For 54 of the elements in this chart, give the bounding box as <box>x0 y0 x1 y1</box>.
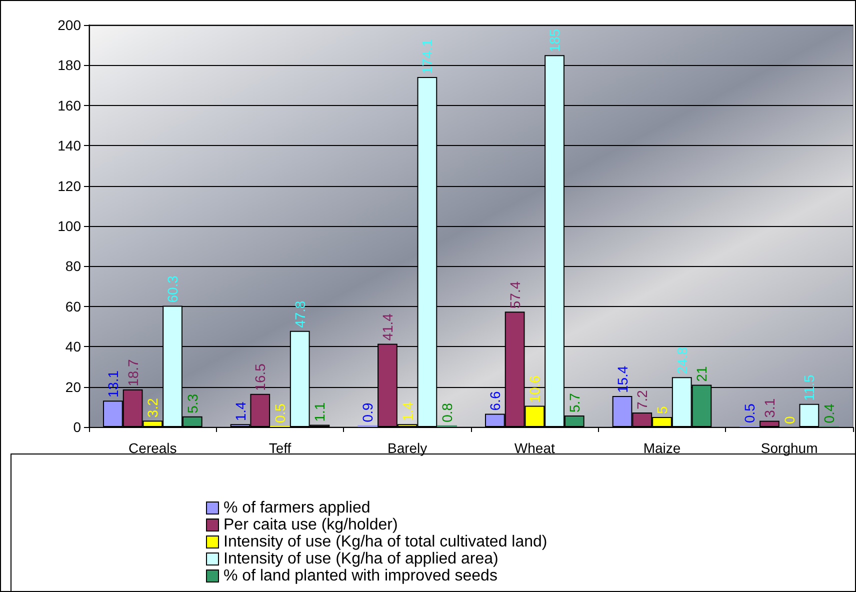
data-label: 5 <box>654 406 670 414</box>
data-label: 3.2 <box>144 398 161 418</box>
bar <box>799 404 820 427</box>
y-tick-label: 200 <box>58 17 82 33</box>
data-label: 1.4 <box>232 402 248 422</box>
x-tick-label: Teff <box>268 440 292 456</box>
data-label: 57.4 <box>506 281 523 309</box>
y-tick-label: 0 <box>73 419 82 435</box>
bar <box>760 420 780 427</box>
data-label: 47.8 <box>292 300 308 328</box>
data-label: 0.4 <box>821 404 838 424</box>
data-label: 7.2 <box>634 390 650 410</box>
data-label: 5.7 <box>566 392 582 413</box>
data-label: 5.3 <box>184 394 200 414</box>
y-tick-label: 40 <box>65 338 82 355</box>
data-label: 13.1 <box>104 370 121 398</box>
y-tick-label: 60 <box>65 298 82 314</box>
y-tick-label: 180 <box>58 57 82 74</box>
data-label: 15.4 <box>614 366 630 394</box>
data-label: 60.3 <box>164 275 181 303</box>
y-tick-label: 120 <box>58 178 82 194</box>
data-label: 41.4 <box>379 313 396 341</box>
legend-label: Intensity of use (Kg/ha of applied area) <box>224 550 498 568</box>
y-tick-label: 80 <box>65 258 82 274</box>
data-label: 10.6 <box>526 375 543 403</box>
data-label: 0.5 <box>742 403 758 423</box>
y-tick-label: 20 <box>65 378 82 395</box>
data-label: 21 <box>694 366 710 382</box>
data-label: 11.5 <box>801 374 818 401</box>
data-label: 18.7 <box>124 358 141 386</box>
data-label: 6.6 <box>486 391 503 411</box>
legend-label: % of farmers applied <box>224 500 370 516</box>
legend-label: Per caita use (kg/holder) <box>224 516 398 534</box>
data-label: 16.5 <box>252 363 268 391</box>
y-tick-label: 140 <box>58 138 82 154</box>
y-tick-label: 100 <box>58 218 82 234</box>
legend-label: Intensity of use (Kg/ha of total cultivated land) <box>224 534 548 550</box>
data-label: 1.4 <box>399 402 416 422</box>
x-tick-label: Sorghum <box>760 440 818 456</box>
x-tick-label: Wheat <box>514 440 556 456</box>
data-label: 174.1 <box>419 38 436 74</box>
data-label: 185 <box>546 28 563 52</box>
data-label: 0.9 <box>360 402 376 422</box>
data-label: 1.1 <box>312 402 328 422</box>
x-tick-label: Cereals <box>128 440 177 456</box>
data-label: 0.8 <box>439 402 456 422</box>
y-tick-label: 160 <box>58 97 82 114</box>
data-label: 0.5 <box>272 403 288 423</box>
x-tick-label: Maize <box>643 440 681 456</box>
legend-label: % of land planted with improved seeds <box>224 568 498 584</box>
data-label: 24.8 <box>674 346 690 374</box>
data-label: 3.1 <box>761 398 778 418</box>
x-tick-label: Barely <box>387 440 428 456</box>
data-label: 0 <box>781 416 798 424</box>
